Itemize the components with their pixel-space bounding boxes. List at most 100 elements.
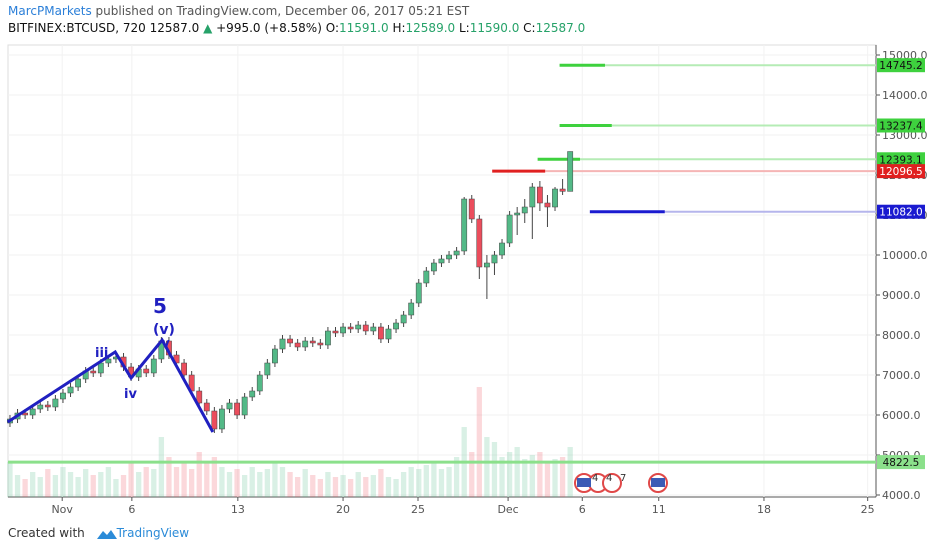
last: 12587.0 bbox=[149, 21, 200, 35]
volume-bar bbox=[287, 472, 293, 497]
candle-body bbox=[567, 151, 574, 192]
candle-body bbox=[90, 370, 97, 374]
y-tick-label: 8000.0 bbox=[882, 329, 921, 342]
volume-bar bbox=[272, 462, 278, 497]
y-tick-label: 4000.0 bbox=[882, 489, 921, 502]
volume-bar bbox=[226, 472, 233, 497]
volume-bar bbox=[499, 457, 505, 497]
flag bbox=[577, 478, 591, 487]
volume-bar bbox=[189, 469, 195, 497]
candle-body bbox=[211, 410, 218, 430]
volume-bar bbox=[151, 469, 157, 497]
o: 11591.0 bbox=[339, 21, 389, 35]
x-tick-label: 20 bbox=[336, 503, 350, 516]
volume-bar bbox=[438, 469, 445, 497]
wave-label: v bbox=[162, 336, 170, 350]
candle-body bbox=[521, 206, 528, 214]
candle-body bbox=[317, 342, 324, 346]
volume-bar bbox=[302, 469, 308, 497]
x-tick-label: 11 bbox=[652, 503, 666, 516]
wave-line bbox=[6, 337, 215, 433]
level-label: 12393.1 bbox=[879, 154, 922, 166]
volume-bar bbox=[476, 387, 482, 497]
candle-body bbox=[499, 242, 505, 256]
level-label-box bbox=[877, 118, 925, 133]
volume-bar bbox=[431, 462, 437, 497]
author[interactable]: MarcPMarkets bbox=[8, 4, 92, 18]
candle-body bbox=[340, 326, 346, 334]
volume-bar bbox=[166, 457, 172, 497]
footer: Created with TradingView bbox=[8, 526, 189, 540]
volume-bar bbox=[340, 475, 346, 497]
c: 12587.0 bbox=[535, 21, 586, 35]
volume-bar bbox=[105, 467, 112, 497]
candle-body bbox=[241, 396, 248, 416]
candle-body bbox=[536, 186, 543, 204]
brand[interactable]: TradingView bbox=[116, 526, 190, 540]
level-label: 14745.2 bbox=[879, 60, 922, 72]
volume-bar bbox=[325, 472, 331, 497]
volume-bar bbox=[537, 452, 543, 497]
volume-bar bbox=[559, 457, 566, 497]
volume-bar bbox=[279, 467, 286, 497]
wave-label: iv bbox=[124, 387, 137, 402]
candle-body bbox=[272, 348, 278, 364]
c-label: C: bbox=[523, 21, 536, 35]
volume-bar bbox=[60, 467, 66, 497]
volume-bar bbox=[204, 462, 210, 497]
volume-bar bbox=[491, 442, 498, 497]
level-label-box bbox=[877, 58, 925, 73]
candle-body bbox=[491, 254, 498, 264]
x-tick-label: 6 bbox=[579, 503, 586, 516]
candle-body bbox=[461, 198, 468, 252]
volume-bar bbox=[257, 472, 263, 497]
volume-bar bbox=[347, 479, 354, 497]
volume-bar bbox=[136, 472, 142, 497]
candle-body bbox=[378, 326, 384, 340]
volume-bar bbox=[264, 469, 271, 497]
candle-body bbox=[302, 340, 309, 348]
created-with: Created with bbox=[8, 526, 85, 540]
candle-body bbox=[294, 342, 301, 348]
volume-bar bbox=[423, 465, 429, 497]
volume-bar bbox=[317, 479, 323, 497]
level-label: 12096.5 bbox=[879, 166, 922, 178]
volume-bar bbox=[249, 467, 255, 497]
candle-body bbox=[264, 362, 271, 376]
candle-body bbox=[453, 250, 460, 256]
symbol-line: BITFINEX:BTCUSD, 720 12587.0 ▲ +995.0 (+… bbox=[8, 21, 585, 35]
candle-body bbox=[60, 392, 66, 400]
wave-label: (v) bbox=[153, 322, 175, 338]
event-count: 7 bbox=[620, 473, 626, 484]
volume-bar bbox=[469, 452, 475, 497]
candle-body bbox=[97, 362, 104, 374]
volume-bar bbox=[219, 467, 225, 497]
publish-line: MarcPMarkets published on TradingView.co… bbox=[8, 4, 469, 18]
events: 4 4 7 bbox=[574, 473, 668, 493]
candle-body bbox=[370, 326, 377, 332]
candle-body bbox=[438, 258, 445, 264]
level-label-box bbox=[877, 204, 925, 219]
candle-body bbox=[234, 402, 240, 416]
candle-body bbox=[29, 408, 36, 416]
candle-body bbox=[279, 338, 286, 350]
candle-body bbox=[431, 262, 437, 272]
volume-bar bbox=[173, 467, 180, 497]
x-tick-label: 6 bbox=[128, 503, 135, 516]
candle-body bbox=[529, 186, 536, 208]
event-icon[interactable] bbox=[602, 473, 622, 493]
h: 12589.0 bbox=[405, 21, 456, 35]
volume-bar bbox=[234, 469, 240, 497]
candle-body bbox=[67, 386, 74, 394]
candle-body bbox=[544, 202, 551, 208]
candle-body bbox=[309, 340, 316, 344]
level-label-box bbox=[877, 152, 925, 167]
volume-bar bbox=[522, 459, 528, 497]
candle-body bbox=[287, 338, 293, 344]
candle-body bbox=[408, 302, 415, 316]
event-count: 4 bbox=[592, 473, 598, 484]
candle-body bbox=[468, 198, 475, 220]
volume-bar bbox=[506, 452, 513, 497]
candle-body bbox=[506, 214, 513, 244]
